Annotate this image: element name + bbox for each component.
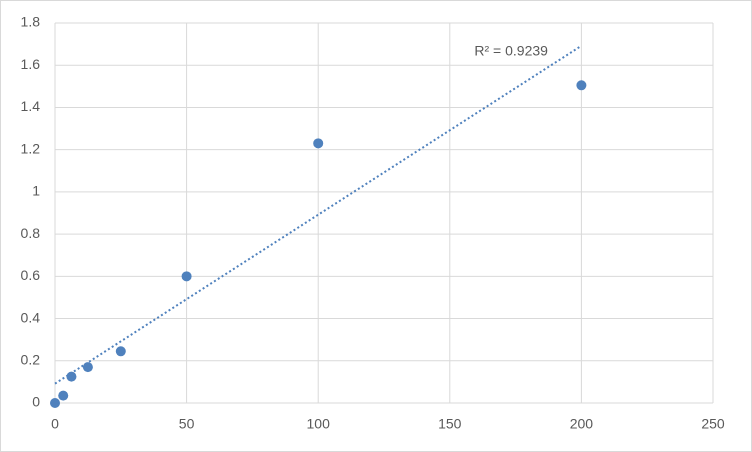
y-tick-label: 1.4	[21, 98, 41, 114]
x-tick-label: 150	[438, 416, 462, 432]
point	[50, 398, 60, 408]
trendline	[54, 44, 582, 385]
y-tick-label: 0.8	[21, 225, 41, 241]
y-tick-label: 1.8	[21, 14, 41, 30]
y-tick-label: 1.2	[21, 140, 41, 156]
x-tick-label: 100	[307, 416, 331, 432]
x-tick-label: 0	[51, 416, 59, 432]
annotation: R² = 0.9239	[474, 42, 548, 58]
y-tick-label: 0.2	[21, 351, 41, 367]
point	[576, 80, 587, 91]
point	[66, 371, 77, 382]
point	[115, 346, 126, 357]
x-tick-label: 200	[570, 416, 594, 432]
point	[181, 271, 192, 282]
y-tick-label: 0	[32, 394, 40, 410]
y-tick-label: 1	[32, 183, 40, 199]
point	[313, 138, 324, 149]
point	[58, 390, 69, 401]
y-tick-label: 0.4	[21, 309, 41, 325]
y-tick-label: 0.6	[21, 267, 41, 283]
point	[82, 362, 93, 373]
x-tick-label: 250	[701, 416, 725, 432]
y-tick-label: 1.6	[21, 56, 41, 72]
x-tick-label: 50	[179, 416, 195, 432]
